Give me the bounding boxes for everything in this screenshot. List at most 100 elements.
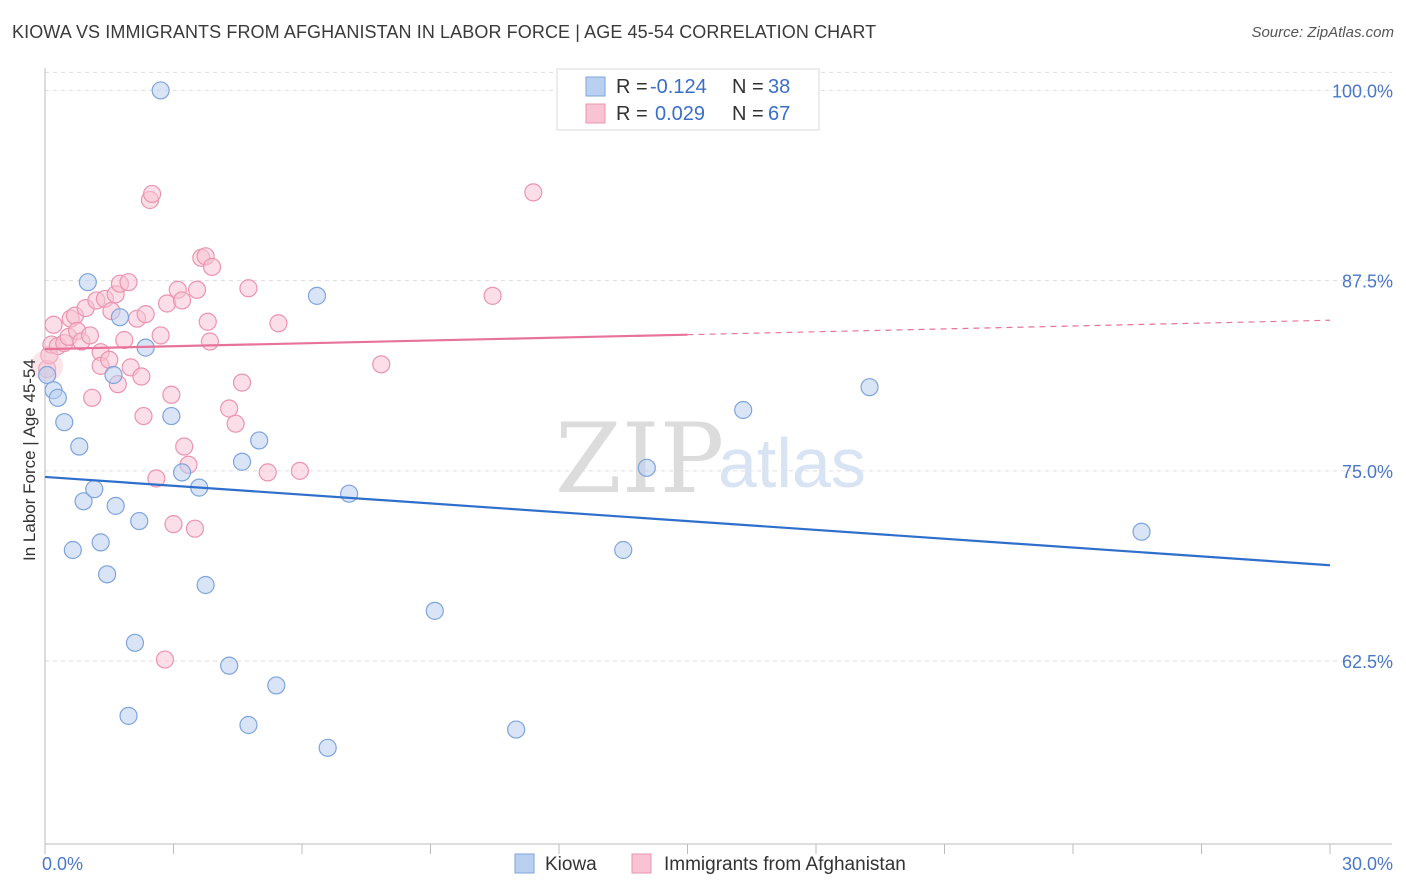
kiowa-r-label: R =	[616, 76, 648, 98]
afghanistan-point	[185, 519, 205, 538]
afghanistan-point	[115, 330, 134, 350]
afghanistan-point	[232, 373, 252, 392]
afghanistan-r-label: R =	[616, 103, 648, 125]
watermark: ZIP atlas	[555, 403, 866, 515]
afghanistan-point	[142, 184, 162, 204]
kiowa-point	[119, 706, 138, 725]
watermark-atlas: atlas	[718, 424, 866, 502]
kiowa-point	[38, 365, 57, 385]
y-axis-label: In Labor Force | Age 45-54	[20, 359, 39, 561]
afghanistan-point	[155, 650, 175, 669]
afghanistan-point	[147, 469, 166, 488]
afghanistan-point	[44, 315, 63, 334]
kiowa-point	[267, 676, 286, 695]
kiowa-r-value: -0.124	[650, 76, 707, 98]
source-credit[interactable]: Source: ZipAtlas.com	[1251, 24, 1394, 41]
kiowa-point	[106, 496, 125, 515]
x-tick-label: 30.0%	[1342, 854, 1393, 874]
afghanistan-point	[172, 291, 192, 310]
afghanistan-point	[239, 279, 258, 298]
x-tick-label: 0.0%	[42, 854, 83, 874]
kiowa-point	[78, 273, 97, 292]
kiowa-point	[48, 388, 67, 407]
kiowa-point	[85, 480, 104, 499]
kiowa-point	[91, 533, 110, 552]
afghanistan-n-label: N =	[732, 103, 764, 125]
kiowa-bottom-swatch[interactable]	[514, 853, 535, 874]
kiowa-point	[104, 365, 123, 385]
kiowa-point	[110, 308, 130, 327]
afghanistan-point	[151, 326, 170, 345]
afghanistan-trend-extension	[687, 319, 1331, 336]
afghanistan-point	[220, 399, 239, 418]
kiowa-point	[340, 484, 359, 503]
trend-lines	[44, 319, 1331, 567]
afghanistan-point	[202, 257, 222, 277]
afghanistan-point	[226, 414, 245, 433]
afghanistan-point	[524, 183, 543, 202]
kiowa-point	[425, 601, 444, 620]
kiowa-point	[307, 286, 327, 305]
afghanistan-legend-swatch	[585, 103, 606, 124]
chart-title: KIOWA VS IMMIGRANTS FROM AFGHANISTAN IN …	[12, 22, 877, 42]
kiowa-point	[196, 575, 215, 595]
afghanistan-point	[162, 385, 181, 404]
afghanistan-point	[200, 332, 220, 351]
kiowa-point	[55, 413, 74, 432]
afghanistan-n-value: 67	[768, 103, 790, 125]
afghanistan-point	[198, 312, 217, 331]
kiowa-point	[172, 463, 192, 482]
kiowa-point	[734, 400, 753, 420]
afghanistan-point	[187, 280, 207, 299]
afghanistan-r-value: 0.029	[655, 103, 705, 125]
gridlines	[45, 71, 1392, 662]
kiowa-point	[220, 656, 239, 675]
stats-legend: R = -0.124 N = 38 R = 0.029 N = 67	[556, 68, 820, 131]
afghanistan-point	[269, 314, 288, 333]
kiowa-point	[74, 492, 93, 511]
watermark-zip: ZIP	[555, 403, 724, 515]
kiowa-point	[637, 458, 656, 477]
kiowa-point	[151, 81, 170, 100]
kiowa-point	[318, 738, 337, 757]
series-legend: Kiowa Immigrants from Afghanistan	[514, 853, 906, 875]
y-tick-label: 100.0%	[1332, 81, 1393, 101]
kiowa-trend-line	[44, 475, 1331, 567]
afghanistan-point	[119, 273, 138, 292]
kiowa-legend-label[interactable]: Kiowa	[545, 854, 597, 875]
kiowa-point	[98, 565, 117, 584]
y-tick-label: 75.0%	[1342, 462, 1393, 482]
kiowa-point	[239, 715, 258, 735]
y-tick-label: 62.5%	[1342, 652, 1393, 672]
kiowa-point	[162, 406, 181, 426]
kiowa-points	[38, 81, 1151, 757]
afghanistan-point	[134, 406, 153, 426]
kiowa-point	[1132, 522, 1151, 541]
axes	[44, 68, 1392, 854]
afghanistan-point	[83, 388, 102, 407]
kiowa-point	[614, 540, 633, 560]
afghanistan-point	[136, 305, 155, 324]
kiowa-n-label: N =	[732, 76, 764, 98]
kiowa-point	[125, 633, 145, 652]
afghanistan-point	[80, 326, 100, 345]
afghanistan-bottom-swatch[interactable]	[631, 853, 652, 874]
x-tick-labels: 0.0% 30.0%	[42, 854, 1393, 874]
afghanistan-point	[100, 350, 119, 369]
kiowa-n-value: 38	[768, 76, 790, 98]
afghanistan-point	[164, 515, 183, 534]
afghanistan-point	[258, 463, 277, 482]
kiowa-point	[250, 431, 269, 450]
afghanistan-point	[483, 286, 502, 305]
y-tick-label: 87.5%	[1342, 272, 1393, 292]
afghanistan-point	[175, 437, 194, 456]
y-tick-labels: 62.5% 75.0% 87.5% 100.0%	[1332, 81, 1393, 672]
afghanistan-points	[31, 183, 543, 669]
kiowa-point	[63, 540, 82, 560]
afghanistan-point	[132, 367, 151, 386]
afghanistan-trend-line	[44, 333, 688, 351]
kiowa-point	[860, 378, 879, 397]
afghanistan-legend-label[interactable]: Immigrants from Afghanistan	[664, 854, 906, 875]
afghanistan-point	[372, 355, 391, 374]
